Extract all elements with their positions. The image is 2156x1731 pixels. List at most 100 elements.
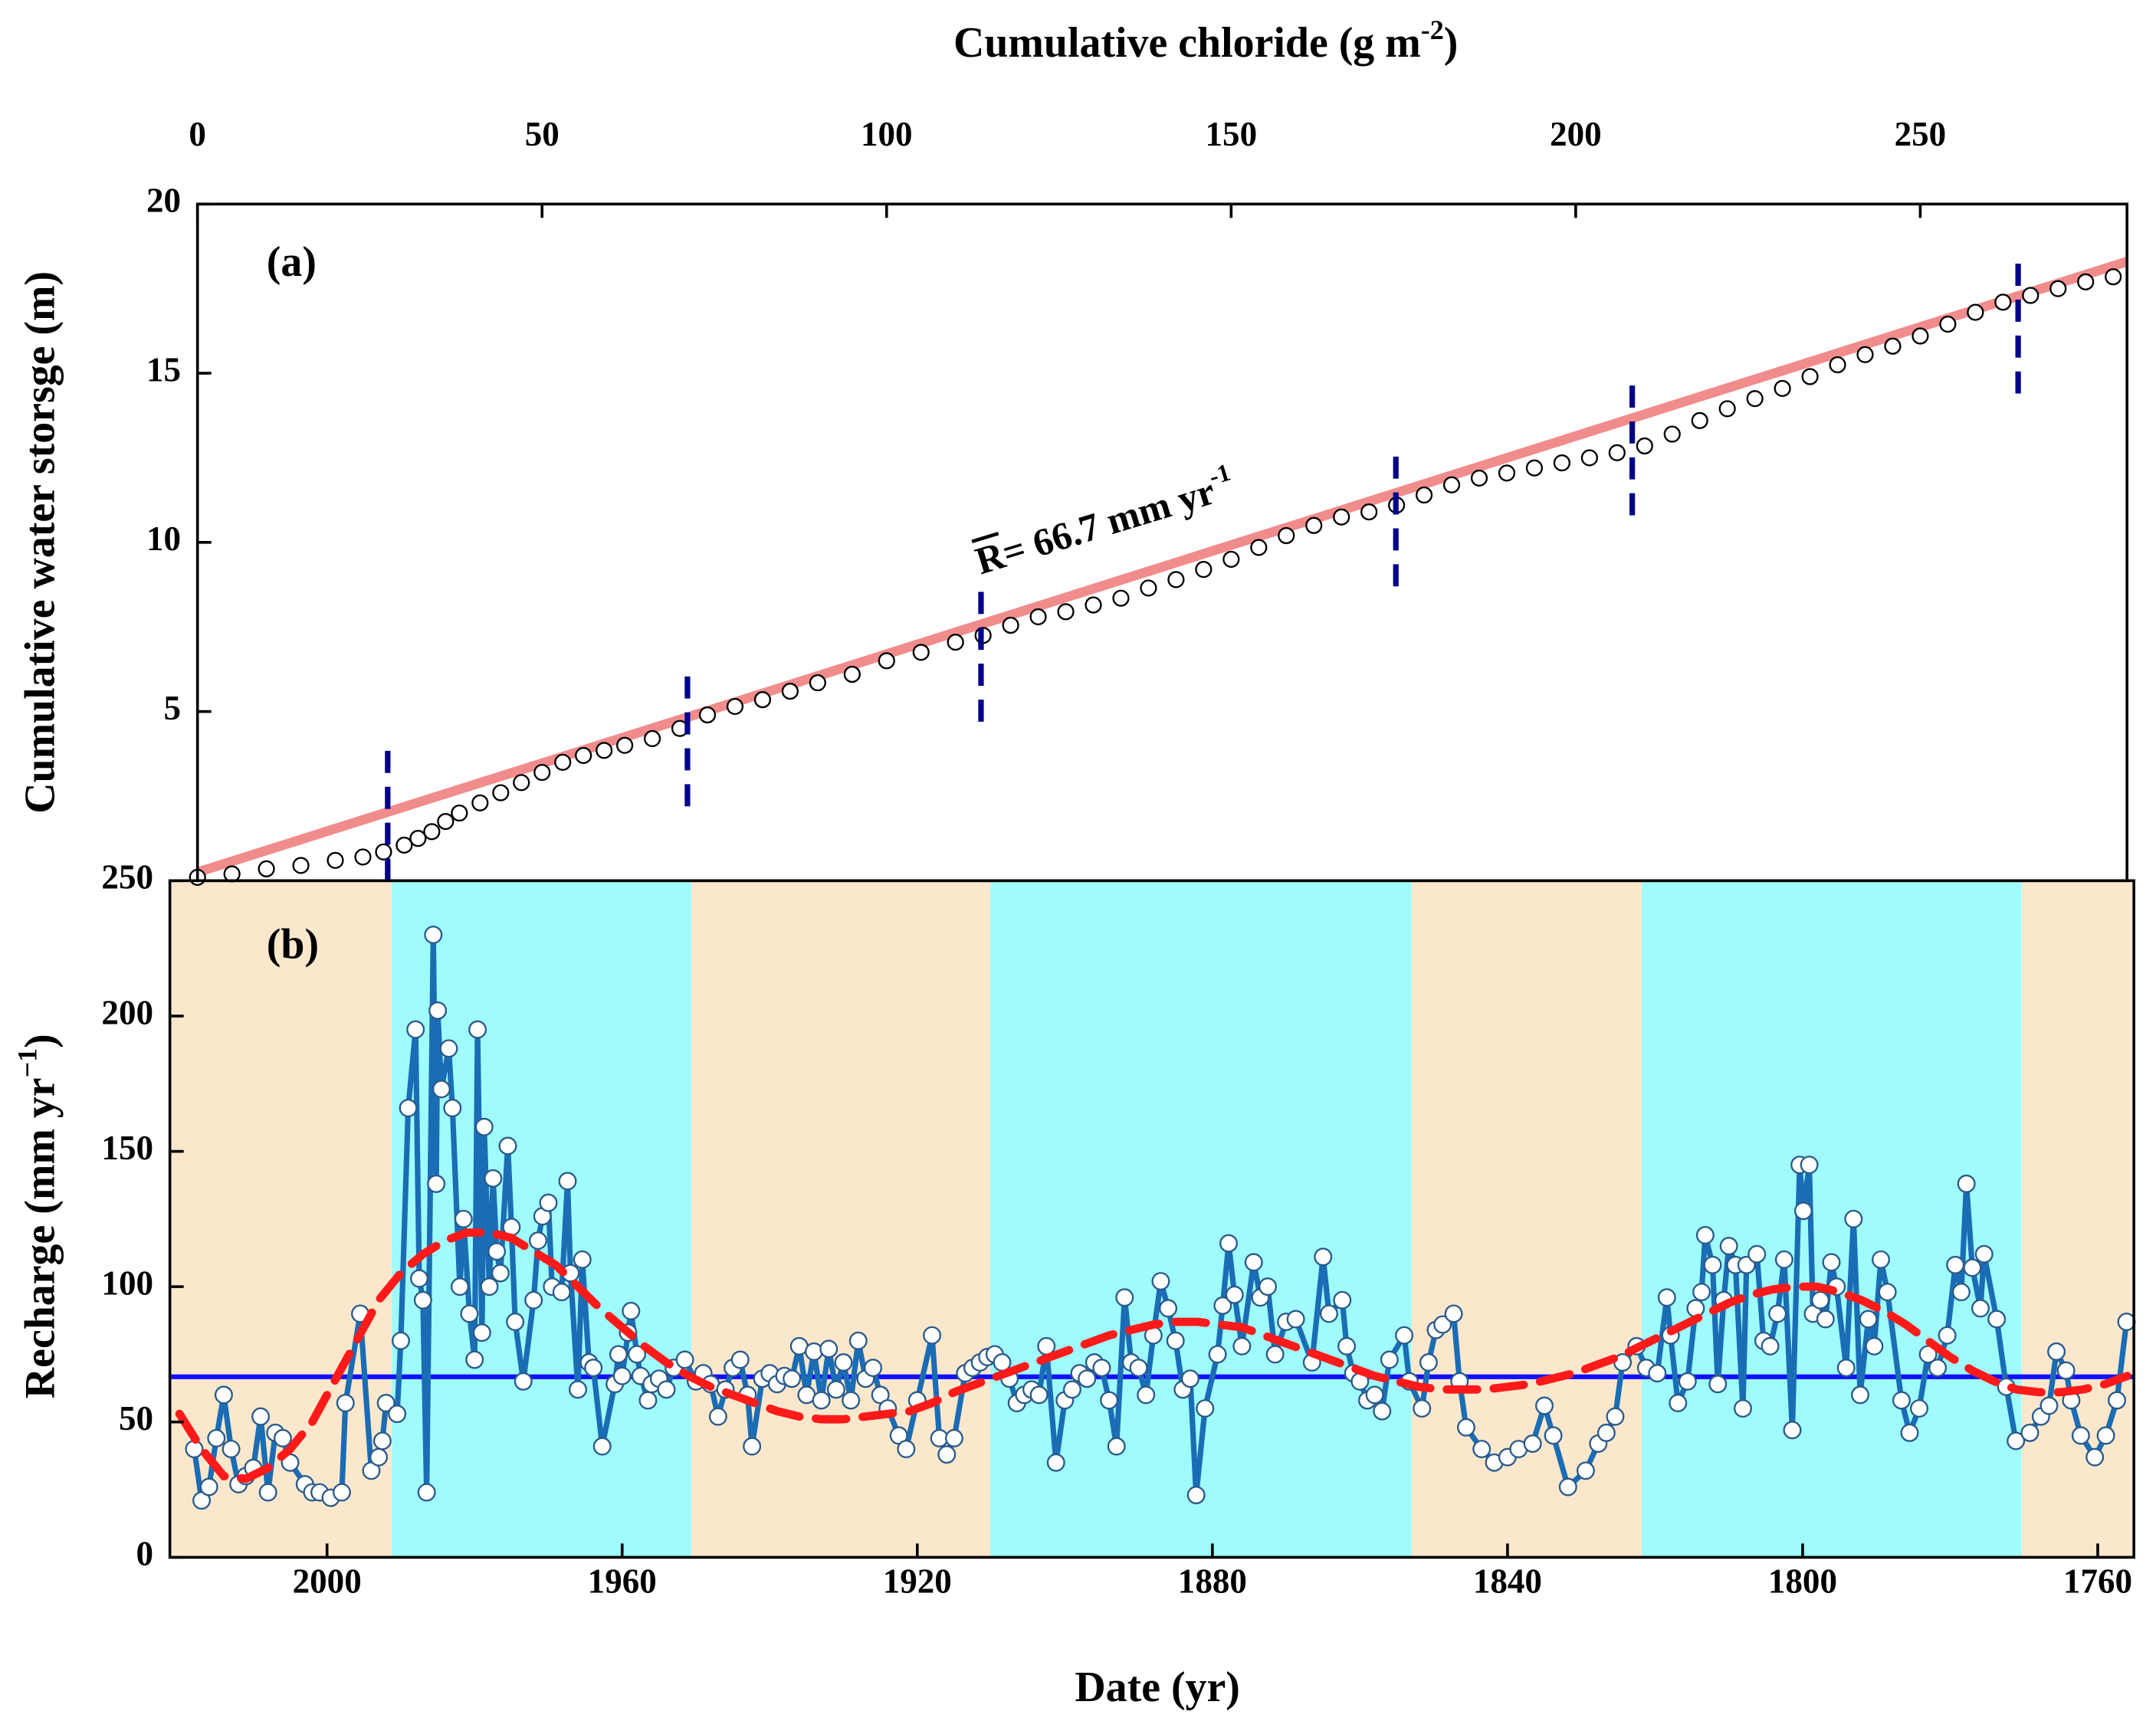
data-point bbox=[1078, 1369, 1097, 1388]
data-point bbox=[1107, 1437, 1126, 1456]
data-point bbox=[1636, 437, 1653, 455]
data-point bbox=[1333, 508, 1350, 526]
data-point bbox=[1314, 1247, 1333, 1267]
data-point bbox=[937, 1445, 957, 1464]
panel-label: (a) bbox=[267, 238, 317, 286]
data-point bbox=[1761, 1336, 1780, 1356]
data-point bbox=[1213, 1296, 1232, 1315]
data-point bbox=[1470, 469, 1488, 487]
data-point bbox=[1774, 379, 1791, 398]
data-point bbox=[1822, 1253, 1841, 1272]
data-point bbox=[1498, 464, 1516, 482]
data-point bbox=[1333, 1290, 1352, 1310]
data-point bbox=[878, 652, 895, 670]
data-point bbox=[753, 691, 772, 709]
data-point bbox=[391, 1331, 410, 1350]
data-point bbox=[848, 1331, 868, 1350]
data-point bbox=[1783, 1421, 1802, 1440]
data-point bbox=[439, 1039, 458, 1058]
data-point bbox=[423, 823, 441, 841]
data-point bbox=[1444, 1304, 1463, 1323]
data-point bbox=[1222, 550, 1240, 568]
data-point bbox=[1472, 1440, 1491, 1459]
data-point bbox=[1691, 411, 1708, 429]
data-point bbox=[251, 1407, 271, 1426]
data-point bbox=[622, 1301, 641, 1320]
data-point bbox=[1963, 1258, 1982, 1277]
panel-label: (b) bbox=[267, 920, 319, 968]
data-point bbox=[1865, 1336, 1884, 1356]
data-point bbox=[1129, 1359, 1148, 1378]
data-point bbox=[1380, 1350, 1399, 1369]
data-point bbox=[1523, 1434, 1542, 1453]
data-point bbox=[406, 1020, 425, 1039]
data-point bbox=[584, 1359, 603, 1378]
data-point bbox=[1337, 1336, 1357, 1356]
data-point bbox=[843, 665, 861, 684]
data-point bbox=[1678, 1372, 1697, 1391]
data-point bbox=[376, 1394, 395, 1412]
data-point bbox=[1872, 1250, 1890, 1269]
data-point bbox=[1092, 1359, 1111, 1378]
data-point bbox=[1180, 1369, 1199, 1388]
data-point bbox=[2071, 1426, 2090, 1445]
data-point bbox=[529, 1231, 547, 1251]
plot-layer: 2000 1960 1920 1880 1840 1800 1760050100150200… bbox=[101, 115, 2136, 1601]
data-point bbox=[2022, 287, 2040, 304]
data-point bbox=[573, 1250, 592, 1269]
data-point bbox=[480, 1277, 499, 1297]
fit-line bbox=[195, 257, 2129, 877]
data-point bbox=[409, 830, 427, 847]
data-point bbox=[638, 1391, 658, 1410]
data-point bbox=[805, 1342, 824, 1361]
data-point bbox=[498, 1136, 517, 1156]
data-point bbox=[1232, 1336, 1252, 1356]
data-point bbox=[554, 753, 572, 771]
data-point bbox=[826, 1380, 845, 1399]
data-point bbox=[1208, 1345, 1227, 1364]
data-point bbox=[1166, 1331, 1185, 1350]
data-point bbox=[1708, 1375, 1728, 1394]
data-point bbox=[616, 736, 634, 754]
data-point bbox=[1746, 390, 1764, 408]
data-point bbox=[474, 1117, 494, 1136]
x-tick-label: 50 bbox=[525, 115, 560, 153]
data-point bbox=[1892, 1391, 1911, 1410]
data-point bbox=[1115, 1288, 1134, 1307]
data-point bbox=[1692, 1283, 1711, 1302]
data-point bbox=[1151, 1272, 1170, 1291]
y-tick-label: 150 bbox=[101, 1129, 153, 1167]
data-point bbox=[2105, 268, 2122, 286]
trend-line bbox=[175, 1228, 2131, 1483]
data-point bbox=[842, 1391, 861, 1410]
data-point bbox=[1258, 1277, 1278, 1297]
period-band bbox=[1642, 880, 2022, 1558]
data-point bbox=[2077, 273, 2095, 290]
data-point bbox=[450, 1277, 469, 1297]
data-point bbox=[1433, 1315, 1452, 1334]
data-point bbox=[730, 1350, 750, 1369]
data-point bbox=[1938, 1326, 1957, 1345]
data-point bbox=[375, 843, 392, 861]
top-axis-title: Cumulative chloride (g m-2) bbox=[953, 15, 1458, 67]
data-point bbox=[428, 1001, 448, 1020]
y-tick-label: 250 bbox=[101, 858, 153, 897]
data-point bbox=[2047, 1342, 2066, 1361]
data-point bbox=[1811, 1290, 1830, 1310]
data-point bbox=[726, 697, 744, 716]
data-point bbox=[1525, 459, 1544, 477]
data-point bbox=[336, 1394, 355, 1412]
data-point bbox=[947, 633, 964, 651]
data-point bbox=[1994, 293, 2012, 311]
data-point bbox=[214, 1385, 233, 1405]
data-point bbox=[1196, 1399, 1215, 1418]
data-point bbox=[1912, 327, 1929, 345]
x-tick-label: 2000 bbox=[293, 1562, 362, 1601]
x-tick-label: 100 bbox=[861, 115, 913, 153]
data-point bbox=[327, 851, 344, 869]
data-point bbox=[2049, 280, 2067, 297]
data-point bbox=[552, 1283, 571, 1302]
data-point bbox=[292, 857, 310, 874]
data-point bbox=[1596, 1423, 1616, 1442]
data-point bbox=[258, 1483, 277, 1502]
